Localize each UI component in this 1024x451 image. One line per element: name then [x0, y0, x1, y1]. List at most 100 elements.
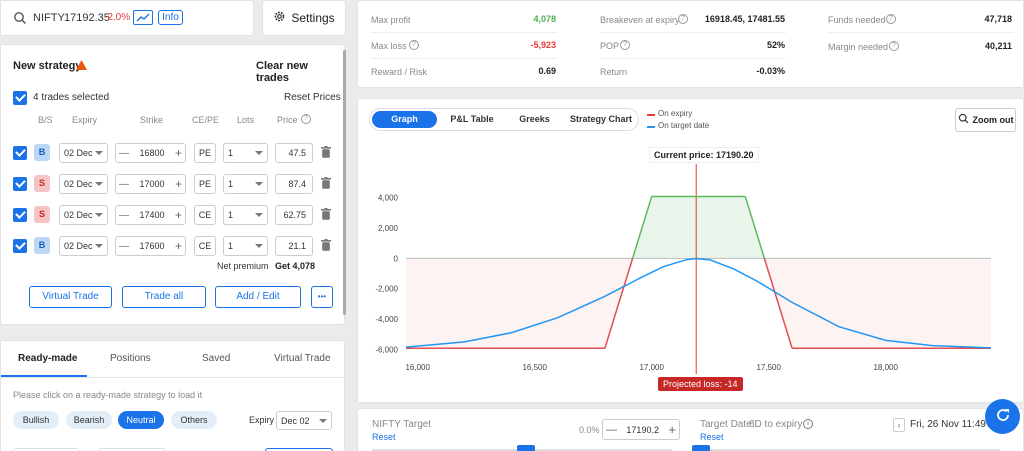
tab-ready-made[interactable]: Ready-made — [18, 353, 78, 364]
ticker-symbol[interactable]: NIFTY — [33, 12, 65, 24]
trade-side-badge[interactable]: S — [34, 175, 50, 192]
trade-strike-value[interactable]: 17600 — [139, 241, 165, 251]
trade-type-box[interactable]: CE — [194, 236, 216, 256]
trade-all-button[interactable]: Trade all — [122, 286, 206, 308]
tab-virtual-trade[interactable]: Virtual Trade — [274, 353, 331, 364]
trade-type-box[interactable]: PE — [194, 143, 216, 163]
expiry-loss-segment — [763, 258, 793, 349]
trade-strike-value[interactable]: 16800 — [139, 148, 165, 158]
y-tick-label: -6,000 — [375, 345, 398, 354]
trade-checkbox[interactable] — [13, 208, 27, 222]
trade-expiry-select[interactable]: 02 Dec — [59, 205, 108, 225]
search-icon[interactable] — [13, 11, 27, 28]
ticker-price: 17192.35 — [64, 12, 110, 24]
trade-type-box[interactable]: CE — [194, 205, 216, 225]
date-slider-track[interactable] — [700, 449, 1000, 451]
trade-expiry-select[interactable]: 02 Dec — [59, 143, 108, 163]
loss-area — [764, 258, 991, 349]
tab-greeks[interactable]: Greeks — [519, 114, 550, 124]
zoom-icon — [958, 113, 969, 127]
add-edit-button[interactable]: Add / Edit — [215, 286, 301, 308]
net-premium-label: Net premium — [217, 261, 269, 271]
scrollbar-thumb[interactable] — [343, 50, 346, 315]
target-date-reset[interactable]: Reset — [700, 432, 724, 442]
trade-lots-select[interactable]: 1 — [223, 143, 268, 163]
tab-pl-table[interactable]: P&L Table — [450, 114, 494, 124]
refresh-button[interactable] — [985, 399, 1020, 434]
slider-handle[interactable] — [517, 445, 535, 451]
minus-icon[interactable]: — — [119, 147, 129, 159]
trade-strike-stepper[interactable]: — 17000 + — [115, 174, 186, 194]
trade-type-box[interactable]: PE — [194, 174, 216, 194]
trade-side-badge[interactable]: B — [34, 144, 50, 161]
trash-icon[interactable] — [321, 146, 331, 161]
margin-value: 40,211 — [984, 41, 1012, 51]
trade-lots-select[interactable]: 1 — [223, 174, 268, 194]
x-tick-label: 16,500 — [522, 363, 547, 372]
plus-icon[interactable]: + — [174, 239, 182, 253]
trade-strike-value[interactable]: 17400 — [139, 210, 165, 220]
y-tick-label: -2,000 — [375, 285, 398, 294]
filter-neutral[interactable]: Neutral — [118, 411, 164, 429]
pop-label: POP — [600, 41, 620, 51]
trade-price-input[interactable]: 87.4 — [275, 174, 313, 194]
trade-strike-value[interactable]: 17000 — [139, 179, 165, 189]
trade-strike-stepper[interactable]: — 17600 + — [115, 236, 186, 256]
trade-side-badge[interactable]: B — [34, 237, 50, 254]
target-value[interactable]: 17190.2 — [626, 424, 659, 435]
plus-icon[interactable]: + — [174, 177, 182, 191]
target-stepper[interactable]: — 17190.2 + — [602, 419, 680, 440]
trash-icon[interactable] — [321, 177, 331, 192]
trade-strike-stepper[interactable]: — 17400 + — [115, 205, 186, 225]
tab-graph[interactable]: Graph — [372, 111, 437, 128]
header-bs: B/S — [38, 115, 53, 125]
select-all-checkbox[interactable] — [13, 91, 27, 105]
tab-strategy-chart[interactable]: Strategy Chart — [569, 114, 632, 124]
trash-icon[interactable] — [321, 208, 331, 223]
plus-icon[interactable]: + — [174, 208, 182, 222]
virtual-trade-button[interactable]: Virtual Trade — [29, 286, 112, 308]
trade-checkbox[interactable] — [13, 177, 27, 191]
minus-icon[interactable]: — — [119, 209, 129, 221]
plus-icon[interactable]: + — [668, 422, 676, 437]
minus-icon[interactable]: — — [119, 178, 129, 190]
nifty-target-reset[interactable]: Reset — [372, 432, 396, 442]
minus-icon[interactable]: — — [606, 423, 617, 436]
trade-checkbox[interactable] — [13, 146, 27, 160]
tab-positions[interactable]: Positions — [110, 353, 151, 364]
plus-icon[interactable]: + — [174, 146, 182, 160]
header-price: Price — [277, 115, 298, 125]
trade-expiry-select[interactable]: 02 Dec — [59, 174, 108, 194]
chart-trend-icon[interactable] — [133, 10, 153, 25]
trade-strike-stepper[interactable]: — 16800 + — [115, 143, 186, 163]
funds-value: 47,718 — [984, 14, 1012, 24]
header-cepe: CE/PE — [192, 115, 220, 125]
zoom-out-button[interactable]: Zoom out — [955, 108, 1016, 132]
filter-bearish[interactable]: Bearish — [66, 411, 112, 429]
more-options-button[interactable]: ••• — [311, 286, 333, 308]
trade-side-badge[interactable]: S — [34, 206, 50, 223]
trash-icon[interactable] — [321, 239, 331, 254]
reset-prices-link[interactable]: Reset Prices — [284, 92, 341, 103]
info-button[interactable]: Info — [158, 10, 183, 25]
chevron-left-icon[interactable]: ‹ — [893, 418, 905, 432]
settings-button[interactable]: Settings — [262, 0, 346, 36]
trade-lots-select[interactable]: 1 — [223, 236, 268, 256]
trade-lots-select[interactable]: 1 — [223, 205, 268, 225]
chart-tabs — [369, 108, 639, 131]
filter-bullish[interactable]: Bullish — [13, 411, 59, 429]
trade-price-input[interactable]: 21.1 — [275, 236, 313, 256]
trade-price-input[interactable]: 62.75 — [275, 205, 313, 225]
expiry-select[interactable]: Dec 02 — [276, 411, 332, 430]
margin-info-icon: ? — [889, 41, 899, 51]
tab-saved[interactable]: Saved — [202, 353, 231, 364]
card-stub — [99, 448, 165, 451]
minus-icon[interactable]: — — [119, 240, 129, 252]
date-slider-handle[interactable] — [692, 445, 710, 451]
trade-checkbox[interactable] — [13, 239, 27, 253]
trade-price-input[interactable]: 47.5 — [275, 143, 313, 163]
trades-selected-label: 4 trades selected — [33, 92, 110, 103]
clear-new-trades-link[interactable]: Clear new trades — [256, 60, 308, 84]
trade-expiry-select[interactable]: 02 Dec — [59, 236, 108, 256]
filter-others[interactable]: Others — [171, 411, 217, 429]
